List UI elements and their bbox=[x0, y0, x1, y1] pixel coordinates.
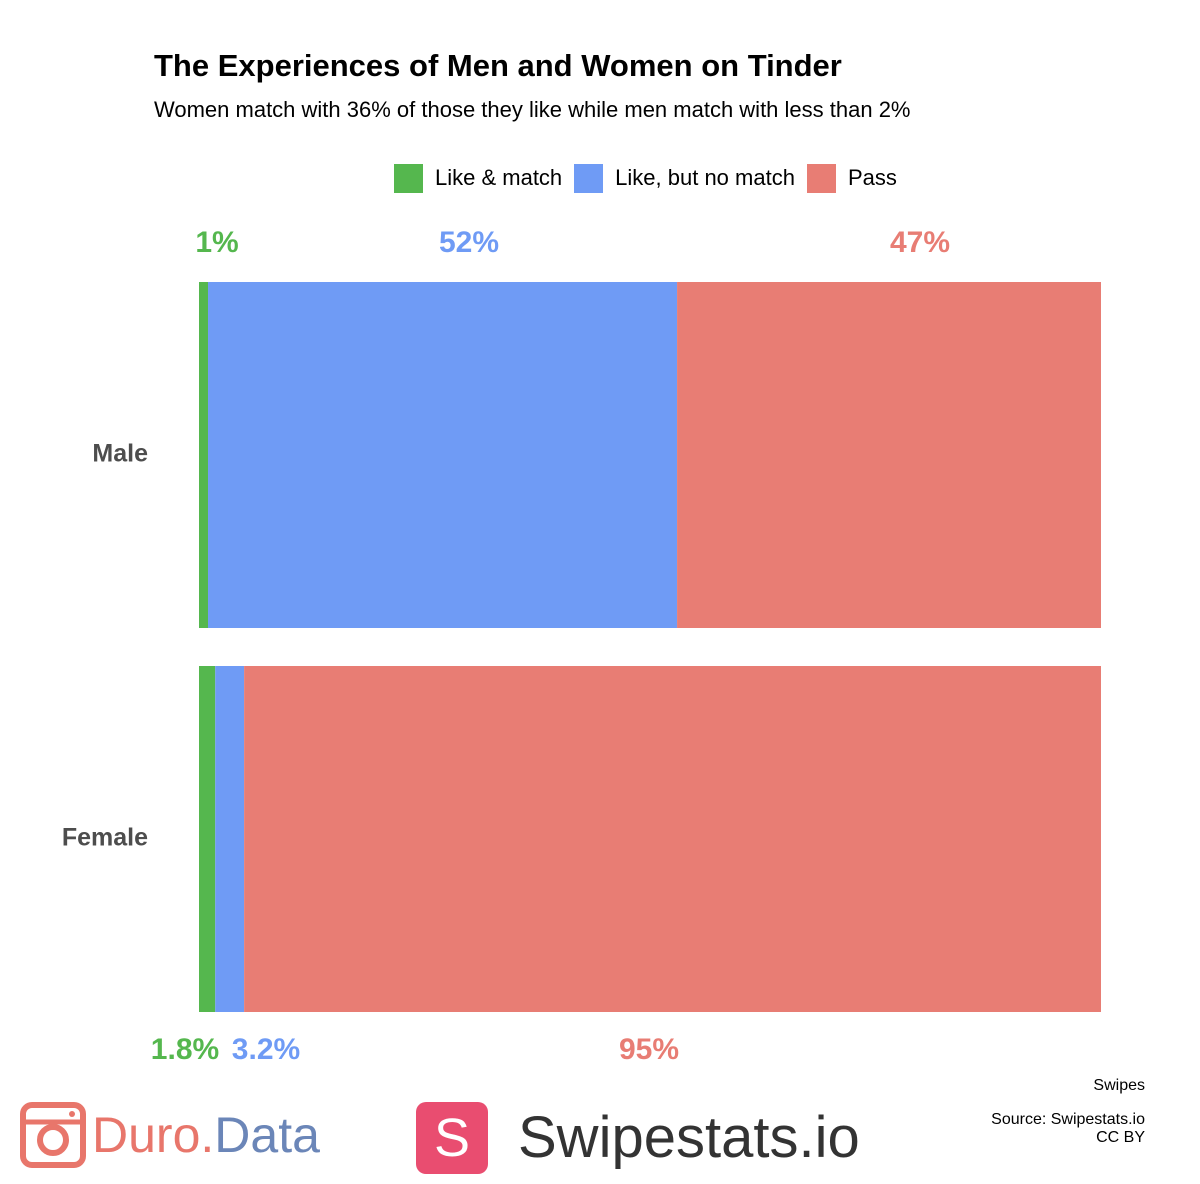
duro-data-logo: Duro.Data bbox=[20, 1102, 320, 1168]
bar-segment-female-like-but-no-match bbox=[215, 666, 245, 1012]
bar-segment-male-like-match bbox=[199, 282, 209, 628]
legend-swatch-like-match bbox=[394, 163, 423, 193]
bar-segment-male-like-but-no-match bbox=[208, 282, 678, 628]
data-label-male-pass: 47% bbox=[890, 226, 950, 259]
legend-swatch-pass bbox=[806, 163, 836, 193]
swipestats-wordmark: Swipestats.io bbox=[518, 1105, 860, 1170]
license-caption: CC BY bbox=[1096, 1129, 1145, 1146]
legend-item-like-no-match: Like, but no match bbox=[574, 163, 795, 193]
stacked-bar-chart: Male 1% 52% 47% Female 1.8% 3.2% 95% bbox=[62, 226, 1102, 1066]
y-tick-label-female: Female bbox=[62, 824, 148, 852]
legend-swatch-like-no-match bbox=[574, 163, 604, 193]
bar-segment-female-pass bbox=[244, 666, 1102, 1012]
chart-title: The Experiences of Men and Women on Tind… bbox=[154, 48, 842, 83]
swipestats-logo: S Swipestats.io bbox=[416, 1102, 860, 1174]
y-tick-label-male: Male bbox=[92, 440, 148, 468]
chart-subtitle: Women match with 36% of those they like … bbox=[154, 97, 911, 122]
legend-item-pass: Pass bbox=[806, 163, 897, 193]
bar-segment-female-like-match bbox=[199, 666, 216, 1012]
legend-item-like-match: Like & match bbox=[394, 163, 563, 193]
data-label-male-like-match: 1% bbox=[195, 226, 238, 259]
data-label-male-like-but-no-match: 52% bbox=[439, 226, 499, 259]
bar-segment-male-pass bbox=[677, 282, 1101, 628]
legend: Like & match Like, but no match Pass bbox=[394, 162, 909, 194]
legend-label-like-match: Like & match bbox=[435, 165, 563, 190]
x-axis-title: Swipes bbox=[1093, 1077, 1145, 1094]
swipestats-badge-icon: S bbox=[416, 1102, 488, 1174]
data-label-female-like-but-no-match: 3.2% bbox=[232, 1033, 300, 1066]
legend-label-like-no-match: Like, but no match bbox=[615, 165, 795, 190]
data-label-female-pass: 95% bbox=[619, 1033, 679, 1066]
legend-label-pass: Pass bbox=[847, 165, 897, 190]
camera-icon bbox=[20, 1102, 86, 1168]
data-label-female-like-match: 1.8% bbox=[151, 1033, 219, 1066]
duro-data-wordmark: Duro.Data bbox=[92, 1107, 320, 1163]
source-caption: Source: Swipestats.io bbox=[991, 1111, 1145, 1128]
